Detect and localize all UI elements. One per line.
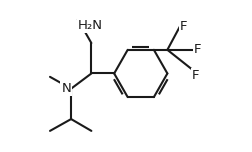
- Text: F: F: [180, 20, 187, 33]
- Text: F: F: [192, 69, 199, 82]
- Text: F: F: [194, 43, 201, 56]
- Text: N: N: [61, 82, 71, 95]
- Text: H₂N: H₂N: [78, 19, 103, 32]
